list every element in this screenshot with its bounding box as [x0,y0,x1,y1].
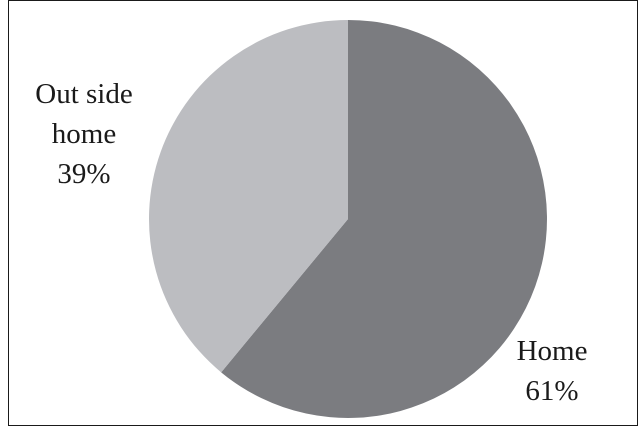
pie-slices [148,20,547,418]
slice-label-outside-name-line2: home [52,118,116,150]
slice-label-home-name: Home [517,335,588,367]
slice-label-home-percent: 61% [525,375,578,407]
pie-slice-home [221,20,547,418]
slice-label-outside-name-line1: Out side [35,78,132,110]
pie-slice-out-side-home [148,20,348,373]
slice-label-outside-percent: 39% [57,158,110,190]
